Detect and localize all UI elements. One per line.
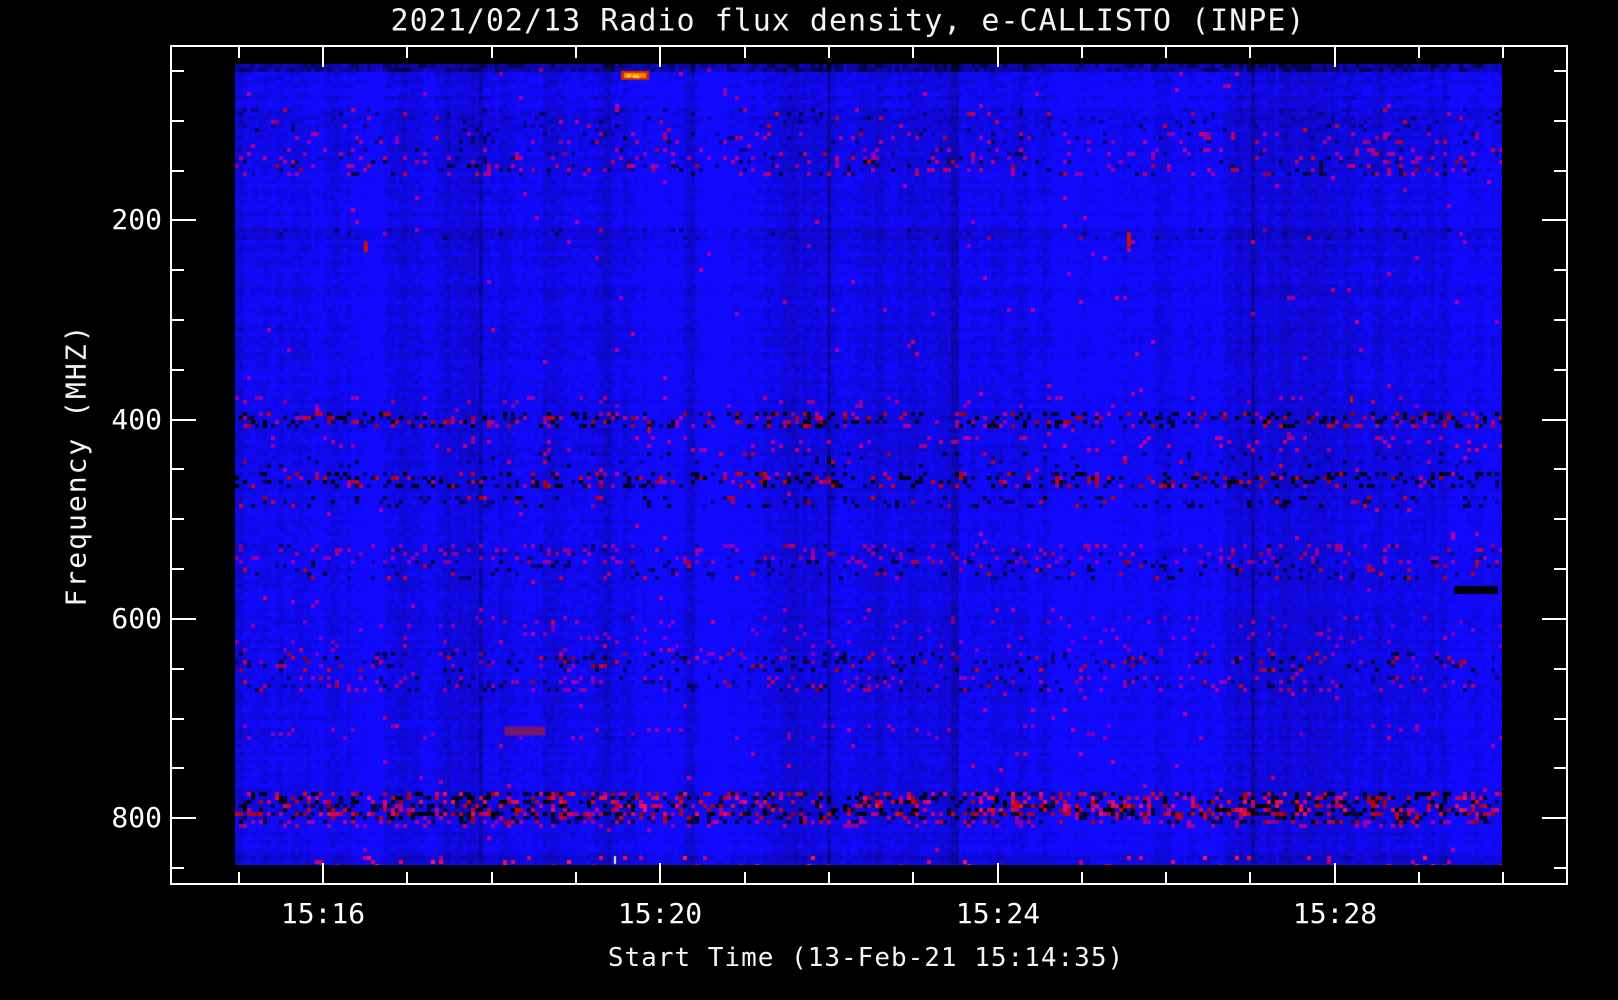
y-axis-minor-tick-right [1554,767,1566,769]
x-tick-label: 15:20 [617,897,703,930]
spectrogram-image [235,64,1502,865]
x-axis-major-tick [997,863,999,883]
x-axis-major-tick-top [997,47,999,67]
x-tick-label: 15:28 [1292,897,1378,930]
y-axis-minor-tick [172,867,184,869]
x-axis-minor-tick [912,872,914,883]
x-axis-minor-tick-top [1249,47,1251,58]
y-tick-label: 800 [111,801,162,834]
y-axis-major-tick [172,618,196,620]
y-axis-minor-tick [172,518,184,520]
x-axis-minor-tick [1165,872,1167,883]
y-axis-minor-tick [172,369,184,371]
y-axis-minor-tick-right [1554,369,1566,371]
y-axis-label: Frequency (MHZ) [59,323,93,607]
y-axis-minor-tick [172,468,184,470]
x-axis-minor-tick [828,872,830,883]
y-axis-minor-tick-right [1554,319,1566,321]
y-axis-minor-tick-right [1554,518,1566,520]
x-tick-label: 15:24 [955,897,1041,930]
x-axis-minor-tick [575,872,577,883]
y-axis-minor-tick-right [1554,668,1566,670]
y-axis-minor-tick [172,319,184,321]
x-axis-major-tick [322,863,324,883]
x-axis-minor-tick [491,872,493,883]
y-axis-minor-tick-right [1554,70,1566,72]
x-axis-minor-tick-top [1165,47,1167,58]
x-axis-minor-tick-top [744,47,746,58]
y-axis-major-tick-right [1542,618,1566,620]
y-axis-minor-tick-right [1554,170,1566,172]
x-axis-minor-tick [238,872,240,883]
y-axis-major-tick-right [1542,219,1566,221]
x-axis-major-tick-top [659,47,661,67]
y-axis-minor-tick [172,70,184,72]
x-axis-minor-tick [1502,872,1504,883]
x-axis-major-tick-top [1334,47,1336,67]
y-axis-minor-tick [172,269,184,271]
y-axis-major-tick-right [1542,817,1566,819]
y-tick-label: 400 [111,403,162,436]
x-axis-major-tick [1334,863,1336,883]
x-axis-minor-tick [1081,872,1083,883]
x-axis-minor-tick-top [1081,47,1083,58]
x-axis-minor-tick [1418,872,1420,883]
y-tick-label: 600 [111,602,162,635]
y-axis-minor-tick [172,668,184,670]
x-axis-major-tick-top [322,47,324,67]
y-axis-minor-tick-right [1554,568,1566,570]
x-axis-major-tick [659,863,661,883]
x-axis-minor-tick-top [912,47,914,58]
y-axis-major-tick [172,817,196,819]
y-axis-minor-tick-right [1554,120,1566,122]
x-axis-minor-tick-top [491,47,493,58]
x-axis-minor-tick-top [828,47,830,58]
x-axis-minor-tick [1249,872,1251,883]
y-tick-label: 200 [111,203,162,236]
x-tick-label: 15:16 [280,897,366,930]
y-axis-minor-tick [172,120,184,122]
y-axis-minor-tick-right [1554,718,1566,720]
x-axis-label: Start Time (13-Feb-21 15:14:35) [607,943,1125,973]
y-axis-minor-tick [172,767,184,769]
x-axis-minor-tick [406,872,408,883]
y-axis-major-tick [172,219,196,221]
x-axis-minor-tick-top [1502,47,1504,58]
x-axis-minor-tick-top [575,47,577,58]
x-axis-minor-tick-top [406,47,408,58]
y-axis-major-tick-right [1542,419,1566,421]
y-axis-minor-tick-right [1554,867,1566,869]
plot-frame [170,45,1568,885]
chart-title: 2021/02/13 Radio flux density, e-CALLIST… [390,3,1306,39]
y-axis-minor-tick [172,170,184,172]
x-axis-minor-tick [744,872,746,883]
x-axis-minor-tick-top [1418,47,1420,58]
y-axis-minor-tick-right [1554,468,1566,470]
x-axis-minor-tick-top [238,47,240,58]
y-axis-minor-tick-right [1554,269,1566,271]
y-axis-minor-tick [172,718,184,720]
y-axis-minor-tick [172,568,184,570]
y-axis-major-tick [172,419,196,421]
